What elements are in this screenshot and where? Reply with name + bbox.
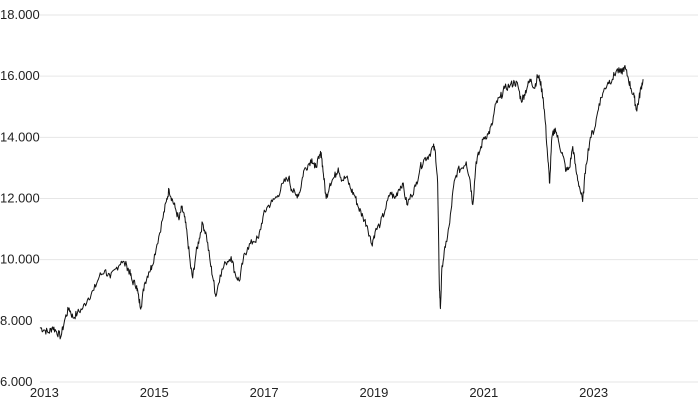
y-tick-label: 8.000 [0, 313, 33, 328]
x-tick-label: 2013 [30, 385, 59, 400]
y-tick-label: 10.000 [0, 252, 40, 267]
grid-lines [40, 14, 698, 383]
y-tick-label: 16.000 [0, 68, 40, 83]
x-tick-label: 2017 [250, 385, 279, 400]
x-tick-label: 2015 [140, 385, 169, 400]
y-tick-label: 14.000 [0, 129, 40, 144]
x-tick-label: 2023 [579, 385, 608, 400]
y-axis-ticks: 6.000 8.000 10.000 12.000 14.000 16.000 18.000 [0, 7, 40, 389]
x-tick-label: 2019 [359, 385, 388, 400]
y-tick-label: 12.000 [0, 191, 40, 206]
y-tick-label: 6.000 [0, 374, 33, 389]
y-tick-label: 18.000 [0, 7, 40, 22]
x-axis-ticks: 2013 2015 2017 2019 2021 2023 [30, 385, 608, 400]
x-tick-label: 2021 [469, 385, 498, 400]
series-line [39, 64, 644, 340]
